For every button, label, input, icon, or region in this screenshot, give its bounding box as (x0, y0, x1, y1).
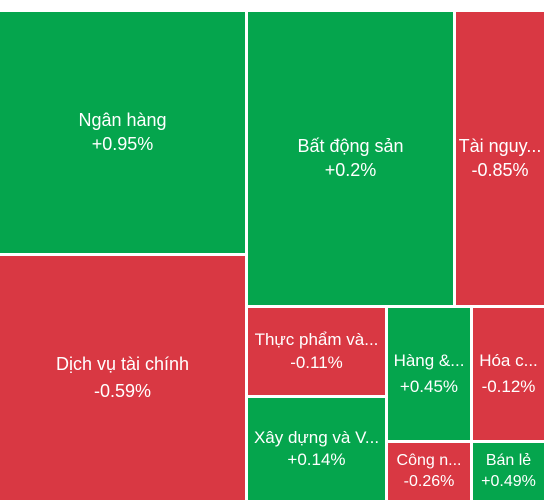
tile-name: Hàng &... (393, 350, 465, 370)
tile-ngan-hang[interactable]: Ngân hàng +0.95% (0, 12, 245, 253)
tile-name: Xây dựng và V... (253, 427, 380, 447)
tile-bat-dong-san[interactable]: Bất động sản +0.2% (248, 12, 453, 305)
tile-name: Hóa c... (479, 350, 538, 370)
tile-change: +0.2% (324, 159, 377, 180)
tile-name: Thực phẩm và... (254, 330, 379, 350)
tile-change: -0.26% (403, 472, 455, 490)
tile-cong-nghe[interactable]: Công n... -0.26% (388, 443, 470, 500)
tile-hang-ca-nhan[interactable]: Hàng &... +0.45% (388, 308, 470, 440)
tile-ban-le[interactable]: Bán lẻ +0.49% (473, 443, 544, 500)
tile-xay-dung[interactable]: Xây dựng và V... +0.14% (248, 398, 385, 500)
tile-name: Dịch vụ tài chính (55, 353, 190, 374)
tile-tai-nguyen[interactable]: Tài nguy... -0.85% (456, 12, 544, 305)
tile-change: +0.45% (399, 377, 459, 396)
tile-hoa-chat[interactable]: Hóa c... -0.12% (473, 308, 544, 440)
tile-name: Bất động sản (297, 136, 404, 157)
tile-name: Ngân hàng (78, 110, 167, 131)
tile-change: -0.59% (93, 381, 152, 401)
tile-change: +0.95% (91, 133, 154, 154)
tile-change: +0.49% (481, 472, 536, 490)
tile-change: -0.85% (471, 159, 529, 180)
tile-name: Tài nguy... (458, 136, 542, 157)
tile-name: Bán lẻ (485, 451, 532, 469)
tile-dich-vu-tai-chinh[interactable]: Dịch vụ tài chính -0.59% (0, 256, 245, 500)
tile-name: Công n... (396, 451, 462, 469)
tile-change: -0.11% (290, 352, 343, 372)
tile-change: -0.12% (481, 377, 536, 396)
tile-thuc-pham[interactable]: Thực phẩm và... -0.11% (248, 308, 385, 395)
tile-change: +0.14% (287, 450, 346, 469)
